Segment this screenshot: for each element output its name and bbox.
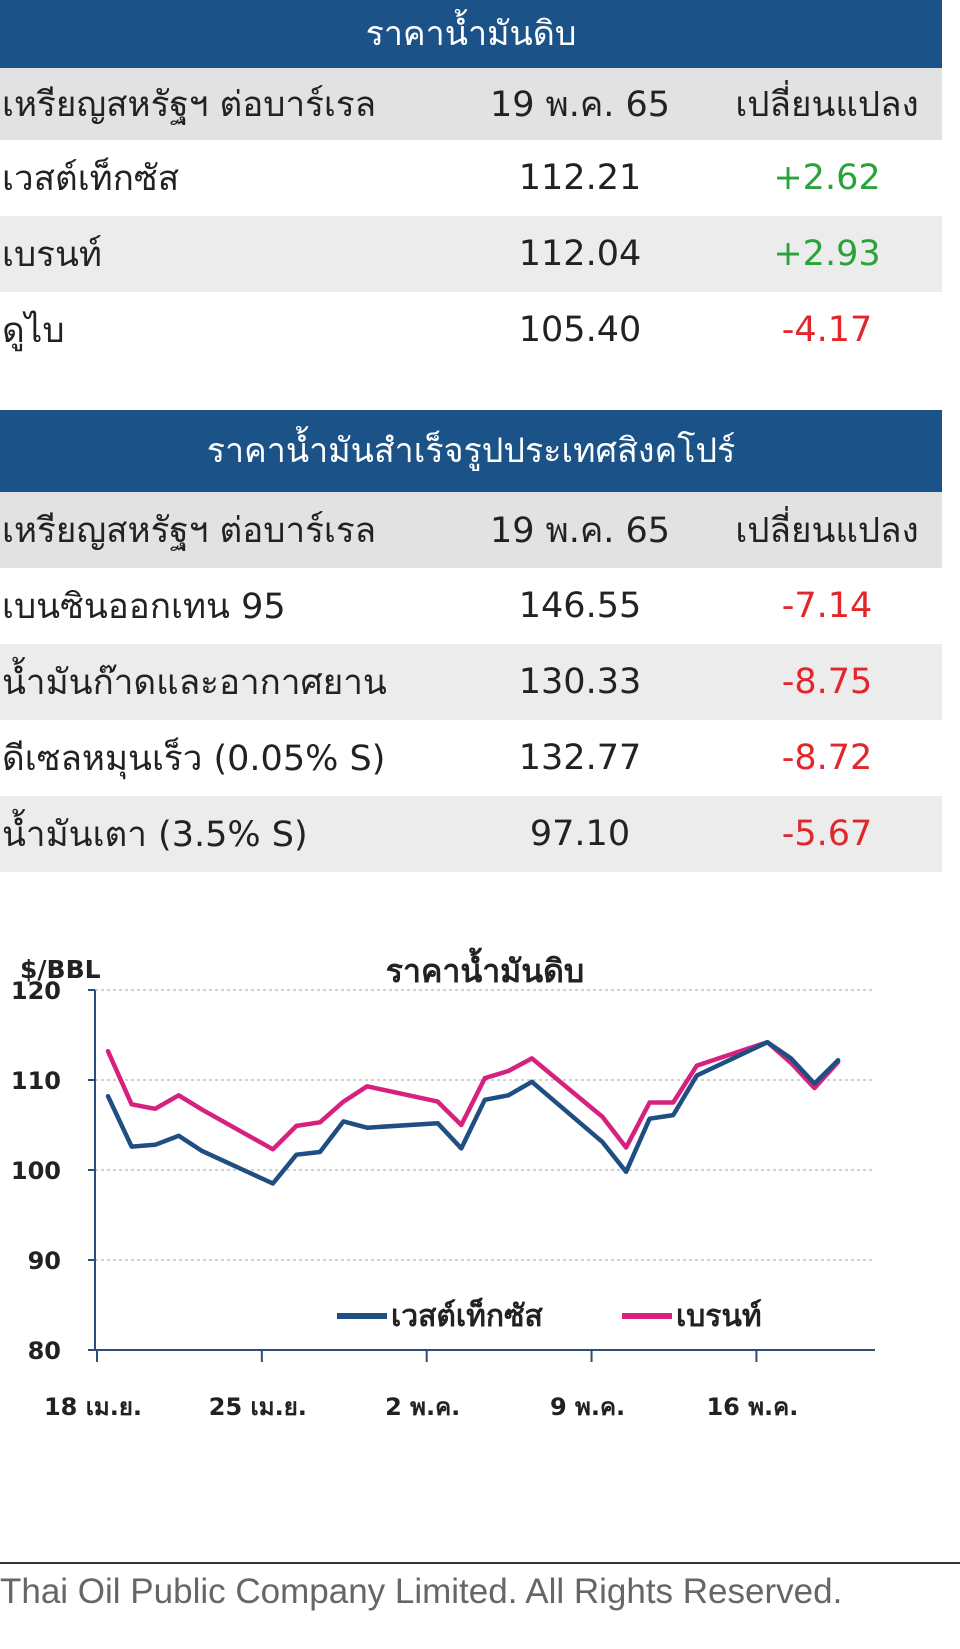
table-row: น้ำมันก๊าดและอากาศยาน 130.33 -8.75 [0, 644, 942, 720]
product-name: เวสต์เท็กซัส [2, 158, 180, 199]
table-row: เบนซินออกเทน 95 146.55 -7.14 [0, 568, 942, 644]
axes [88, 989, 875, 1362]
legend-label: เบรนท์ [676, 1299, 762, 1334]
price-value: 130.33 [518, 662, 642, 702]
column-header-unit: เหรียญสหรัฐฯ ต่อบาร์เรล [2, 510, 377, 551]
y-tick-label: 110 [11, 1067, 61, 1095]
y-tick-label: 90 [28, 1247, 61, 1275]
y-axis-label: $/BBL [20, 955, 101, 984]
change-value: -7.14 [781, 586, 873, 626]
column-header-date: 19 พ.ค. 65 [489, 510, 671, 551]
change-value: -5.67 [781, 814, 873, 854]
change-value: -8.72 [781, 738, 873, 778]
y-tick-label: 100 [11, 1157, 61, 1185]
crude-table-title: ราคาน้ำมันดิบ [0, 0, 942, 68]
change-value: -8.75 [781, 662, 873, 702]
column-header-unit: เหรียญสหรัฐฯ ต่อบาร์เรล [2, 84, 377, 125]
change-value: +2.62 [773, 158, 881, 198]
x-tick-label: 18 เม.ย. [44, 1393, 142, 1421]
crude-price-table: เหรียญสหรัฐฯ ต่อบาร์เรล 19 พ.ค. 65 เปลี่… [0, 68, 942, 368]
x-tick-label: 25 เม.ย. [209, 1393, 307, 1421]
price-value: 112.04 [518, 234, 642, 274]
price-value: 105.40 [518, 310, 642, 350]
product-name: เบนซินออกเทน 95 [2, 586, 286, 627]
table-row: น้ำมันเตา (3.5% S) 97.10 -5.67 [0, 796, 942, 872]
x-tick-label: 9 พ.ค. [550, 1393, 625, 1421]
change-value: +2.93 [773, 234, 881, 274]
series-line [105, 1039, 841, 1186]
refined-price-table: เหรียญสหรัฐฯ ต่อบาร์เรล 19 พ.ค. 65 เปลี่… [0, 492, 942, 872]
price-value: 132.77 [518, 738, 642, 778]
product-name: ดูไบ [2, 310, 65, 351]
table-row: เวสต์เท็กซัส 112.21 +2.62 [0, 140, 942, 216]
series-line [105, 1039, 841, 1152]
y-tick-label: 80 [28, 1337, 61, 1365]
x-tick-label: 16 พ.ค. [706, 1393, 798, 1421]
price-value: 146.55 [518, 586, 642, 626]
y-tick-label: 120 [11, 977, 61, 1005]
column-header-change: เปลี่ยนแปลง [735, 510, 919, 551]
table-header-row: เหรียญสหรัฐฯ ต่อบาร์เรล 19 พ.ค. 65 เปลี่… [0, 68, 942, 140]
table-row: ดีเซลหมุนเร็ว (0.05% S) 132.77 -8.72 [0, 720, 942, 796]
series-lines [105, 1039, 841, 1186]
change-value: -4.17 [781, 310, 873, 350]
x-tick-label: 2 พ.ค. [385, 1393, 460, 1421]
column-header-date: 19 พ.ค. 65 [489, 84, 671, 125]
table-header-row: เหรียญสหรัฐฯ ต่อบาร์เรล 19 พ.ค. 65 เปลี่… [0, 492, 942, 568]
y-tick-labels: 80 90 100 110 120 [11, 977, 61, 1365]
copyright-footer: Thai Oil Public Company Limited. All Rig… [0, 1572, 843, 1611]
table-row: เบรนท์ 112.04 +2.93 [0, 216, 942, 292]
chart-title: ราคาน้ำมันดิบ [386, 947, 584, 990]
gridlines [95, 989, 875, 1261]
x-tick-labels: 18 เม.ย. 25 เม.ย. 2 พ.ค. 9 พ.ค. 16 พ.ค. [44, 1393, 798, 1421]
product-name: เบรนท์ [2, 234, 102, 275]
product-name: น้ำมันเตา (3.5% S) [2, 814, 308, 855]
footer-divider [0, 1562, 960, 1564]
crude-price-line-chart: $/BBL ราคาน้ำมันดิบ 80 90 100 110 120 18 เม.… [11, 947, 875, 1421]
price-value: 112.21 [518, 158, 642, 198]
chart-legend: เวสต์เท็กซัส เบรนท์ [337, 1297, 762, 1334]
refined-table-title: ราคาน้ำมันสำเร็จรูปประเทศสิงคโปร์ [0, 410, 942, 492]
product-name: ดีเซลหมุนเร็ว (0.05% S) [2, 738, 386, 779]
price-value: 97.10 [529, 814, 631, 854]
legend-label: เวสต์เท็กซัส [391, 1297, 543, 1334]
product-name: น้ำมันก๊าดและอากาศยาน [2, 662, 387, 703]
column-header-change: เปลี่ยนแปลง [735, 84, 919, 125]
table-row: ดูไบ 105.40 -4.17 [0, 292, 942, 368]
